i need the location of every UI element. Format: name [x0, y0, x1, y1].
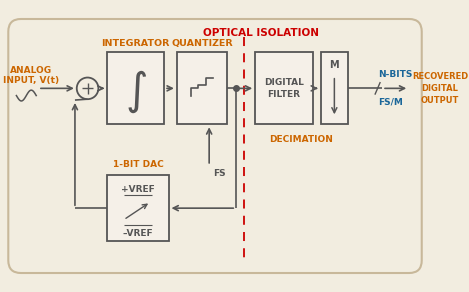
Text: INTEGRATOR: INTEGRATOR [102, 39, 170, 48]
Text: QUANTIZER: QUANTIZER [171, 39, 233, 48]
Text: M: M [330, 60, 339, 70]
Text: $\int$: $\int$ [125, 69, 147, 115]
Text: DECIMATION: DECIMATION [270, 135, 333, 144]
Bar [107, 52, 164, 124]
FancyBboxPatch shape [8, 19, 422, 273]
Text: ANALOG: ANALOG [10, 66, 52, 75]
Text: RECOVERED
DIGITAL
OUTPUT: RECOVERED DIGITAL OUTPUT [412, 72, 468, 105]
Text: N-BITS: N-BITS [378, 70, 413, 79]
Text: DIGITAL
FILTER: DIGITAL FILTER [264, 78, 304, 99]
Bar [107, 175, 169, 241]
Bar [255, 52, 313, 124]
Bar [177, 52, 227, 124]
Text: OPTICAL ISOLATION: OPTICAL ISOLATION [203, 27, 318, 37]
Text: FS/M: FS/M [378, 97, 403, 106]
Text: –VREF: –VREF [123, 229, 153, 238]
Text: +VREF: +VREF [121, 185, 155, 194]
Text: 1-BIT DAC: 1-BIT DAC [113, 160, 163, 169]
Text: INPUT, V(t): INPUT, V(t) [3, 76, 59, 85]
Text: FS: FS [213, 168, 226, 178]
Bar [321, 52, 348, 124]
